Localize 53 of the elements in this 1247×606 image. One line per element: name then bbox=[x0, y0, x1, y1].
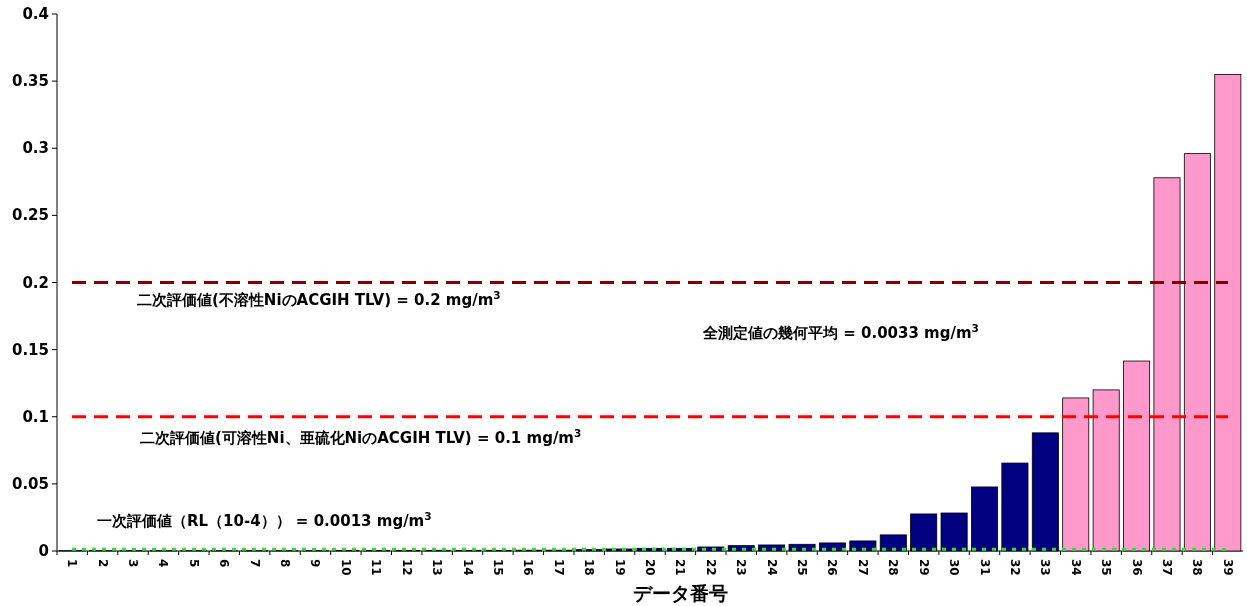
x-tick-label: 26 bbox=[825, 559, 840, 576]
x-tick-label: 21 bbox=[673, 559, 688, 576]
x-tick-label: 2 bbox=[95, 559, 110, 568]
y-tick-label: 0.05 bbox=[11, 474, 49, 493]
x-tick-label: 13 bbox=[430, 559, 445, 576]
x-tick-label: 3 bbox=[126, 559, 141, 568]
x-tick-label: 32 bbox=[1007, 559, 1022, 576]
x-tick-label: 28 bbox=[886, 559, 901, 576]
x-tick-label: 1 bbox=[65, 559, 80, 568]
x-tick-label: 12 bbox=[399, 559, 414, 576]
x-tick-label: 20 bbox=[643, 559, 657, 576]
x-tick-label: 7 bbox=[247, 559, 262, 568]
x-tick-label: 29 bbox=[916, 559, 931, 576]
x-tick-label: 19 bbox=[612, 559, 627, 576]
ref-line-label: 一次評価値（RL（10-4）） = 0.0013 mg/m$^{3}$ bbox=[97, 510, 432, 531]
x-tick-label: 30 bbox=[947, 559, 962, 576]
x-tick-label: 9 bbox=[308, 559, 323, 568]
x-tick-label: 6 bbox=[217, 559, 232, 568]
y-tick-label: 0.35 bbox=[11, 72, 49, 91]
x-tick-label: 34 bbox=[1068, 559, 1083, 576]
x-tick-label: 14 bbox=[460, 559, 475, 576]
y-tick-label: 0 bbox=[38, 542, 49, 560]
x-tick-label: 17 bbox=[551, 559, 566, 576]
x-tick-label: 36 bbox=[1129, 559, 1144, 576]
x-tick-label: 10 bbox=[338, 559, 353, 576]
y-tick-label: 0.15 bbox=[11, 340, 49, 359]
x-tick-label: 33 bbox=[1038, 559, 1053, 576]
x-tick-label: 11 bbox=[369, 559, 384, 576]
ref-line-label: 二次評価値(不溶性NiのACGIH TLV) = 0.2 mg/m$^{3}$ bbox=[137, 288, 501, 309]
y-tick-label: 0.4 bbox=[22, 5, 49, 23]
x-tick-label: 24 bbox=[764, 559, 779, 576]
x-axis-title: データ番号 bbox=[632, 582, 728, 604]
x-tick-label: 18 bbox=[582, 559, 597, 576]
x-tick-label: 22 bbox=[703, 559, 718, 576]
annotation: 全測定値の幾何平均 = 0.0033 mg/m$^{3}$ bbox=[702, 322, 979, 342]
x-tick-label: 38 bbox=[1190, 559, 1205, 576]
x-tick-label: 8 bbox=[278, 559, 293, 568]
x-tick-label: 39 bbox=[1220, 559, 1235, 576]
y-tick-label: 0.2 bbox=[22, 273, 49, 292]
y-tick-label: 0.25 bbox=[11, 206, 49, 225]
x-tick-label: 4 bbox=[156, 559, 171, 568]
y-tick-label: 0.3 bbox=[22, 139, 49, 158]
x-tick-label: 5 bbox=[186, 559, 201, 568]
x-tick-label: 37 bbox=[1159, 559, 1174, 576]
x-tick-label: 25 bbox=[795, 559, 810, 576]
y-tick-label: 0.1 bbox=[22, 407, 49, 426]
x-tick-label: 35 bbox=[1099, 559, 1114, 576]
x-tick-label: 15 bbox=[490, 559, 505, 576]
x-tick-label: 27 bbox=[855, 559, 870, 576]
x-tick-label: 16 bbox=[521, 559, 536, 576]
ref-line-label: 二次評価値(可溶性Ni、亜硫化NiのACGIH TLV) = 0.1 mg/m$^{3}$ bbox=[140, 426, 582, 447]
x-tick-label: 31 bbox=[977, 559, 992, 576]
x-tick-label: 23 bbox=[734, 559, 749, 576]
